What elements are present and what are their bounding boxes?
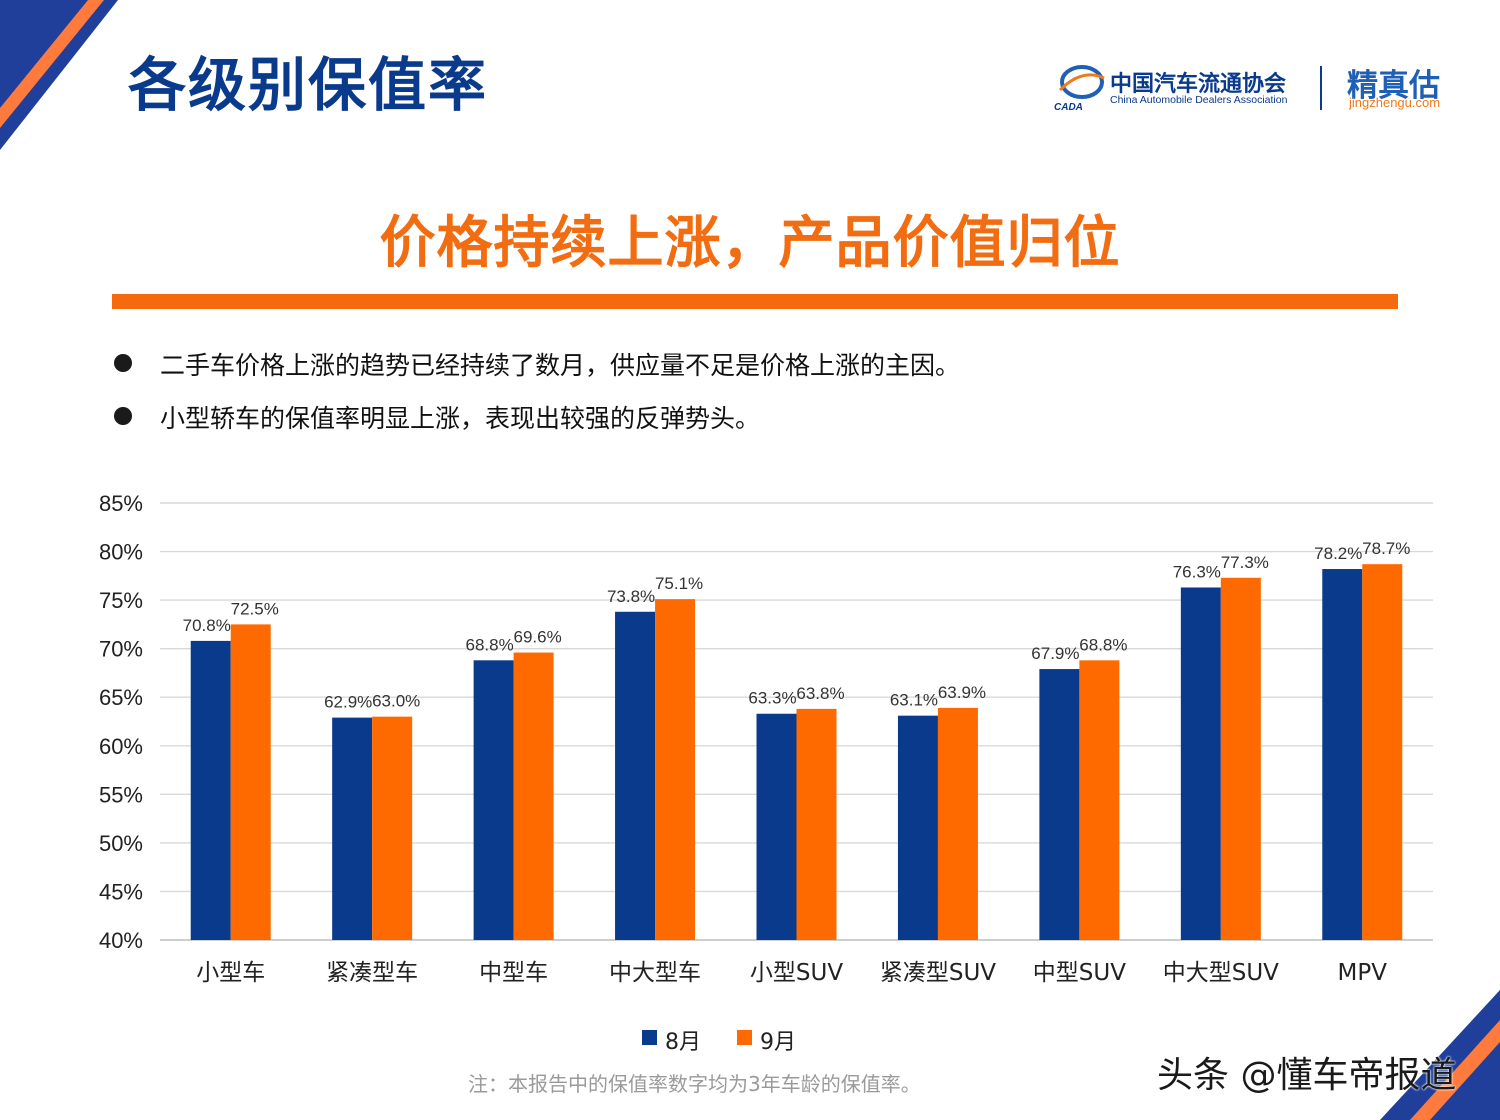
bullet-text: 小型轿车的保值率明显上涨，表现出较强的反弹势头。	[160, 404, 761, 433]
cada-logo-icon: CADA	[1054, 65, 1105, 112]
data-label: 70.8%	[183, 616, 231, 635]
data-label: 63.9%	[938, 683, 986, 702]
page-title: 各级别保值率	[128, 51, 489, 119]
legend-label-sep: 9月	[760, 1030, 796, 1055]
headline: 价格持续上涨，产品价值归位	[379, 211, 1121, 276]
brand-url: jingzhengu.com	[1349, 95, 1441, 110]
x-category-label: MPV	[1338, 960, 1388, 986]
footnote: 注：本报告中的保值率数字均为3年车龄的保值率。	[468, 1072, 921, 1096]
brand-name: 精真估	[1347, 68, 1440, 104]
brand-divider	[1320, 66, 1322, 110]
data-label: 63.0%	[372, 692, 420, 711]
x-category-label: 中型车	[479, 960, 548, 986]
bar	[1362, 564, 1403, 940]
legend-label-aug: 8月	[665, 1030, 701, 1055]
bar	[655, 599, 696, 940]
data-label: 68.8%	[1079, 635, 1127, 654]
legend-swatch-sep	[737, 1030, 752, 1045]
y-tick-label: 70%	[99, 637, 143, 662]
data-label: 62.9%	[324, 693, 372, 712]
bar	[190, 640, 231, 940]
data-label: 63.1%	[890, 691, 938, 710]
bullet-dot-icon	[114, 407, 132, 425]
x-category-label: 小型车	[196, 960, 265, 986]
bar	[230, 624, 271, 940]
data-label: 73.8%	[607, 587, 655, 606]
y-tick-label: 50%	[99, 831, 143, 856]
corner-stripe-bottom-right	[1380, 990, 1500, 1120]
bar	[756, 713, 797, 940]
y-tick-label: 55%	[99, 782, 143, 807]
y-tick-label: 65%	[99, 685, 143, 710]
cada-logo-mark: CADA	[1054, 102, 1083, 112]
data-label: 78.2%	[1314, 544, 1362, 563]
data-label: 76.3%	[1173, 562, 1221, 581]
y-tick-label: 60%	[99, 734, 143, 759]
bullet-dot-icon	[114, 354, 132, 372]
bar	[473, 660, 514, 940]
x-category-label: 中大型车	[609, 960, 701, 986]
x-category-label: 紧凑型SUV	[880, 960, 996, 986]
data-label: 68.8%	[466, 635, 514, 654]
x-category-label: 小型SUV	[750, 960, 843, 986]
bar	[937, 707, 978, 940]
legend-swatch-aug	[642, 1030, 657, 1045]
bar	[1180, 587, 1221, 940]
data-label: 63.8%	[796, 684, 844, 703]
y-tick-label: 75%	[99, 588, 143, 613]
bar	[897, 715, 938, 940]
bar	[332, 717, 373, 940]
data-label: 69.6%	[514, 628, 562, 647]
data-label: 78.7%	[1362, 539, 1410, 558]
y-tick-label: 80%	[99, 540, 143, 565]
source-watermark: 头条 @懂车帝报道	[1157, 1055, 1457, 1096]
x-category-label: 紧凑型车	[326, 960, 418, 986]
bar	[615, 611, 656, 940]
bullet-text: 二手车价格上涨的趋势已经持续了数月，供应量不足是价格上涨的主因。	[160, 351, 961, 380]
y-tick-label: 45%	[99, 879, 143, 904]
bar	[796, 708, 837, 940]
y-tick-label: 85%	[99, 491, 143, 516]
data-label: 72.5%	[231, 599, 279, 618]
bar	[372, 716, 413, 940]
bar	[1039, 669, 1080, 940]
bar	[1220, 577, 1261, 940]
corner-stripe-top-left	[0, 0, 118, 150]
bar-chart: 40% 45% 50% 55% 60% 65% 70% 75% 80% 85% 70.8%72.5%…	[99, 491, 1433, 986]
y-tick-label: 40%	[99, 928, 143, 953]
association-name-cn: 中国汽车流通协会	[1110, 71, 1287, 97]
bar	[513, 652, 554, 940]
data-label: 77.3%	[1221, 553, 1269, 572]
association-name-en: China Automobile Dealers Association	[1110, 94, 1288, 106]
bar	[1322, 569, 1363, 940]
data-label: 67.9%	[1031, 644, 1079, 663]
data-label: 63.3%	[748, 689, 796, 708]
data-label: 75.1%	[655, 574, 703, 593]
headline-underline-bar	[112, 294, 1398, 309]
x-category-label: 中大型SUV	[1163, 960, 1279, 986]
x-category-label: 中型SUV	[1033, 960, 1126, 986]
bar	[1079, 660, 1120, 940]
